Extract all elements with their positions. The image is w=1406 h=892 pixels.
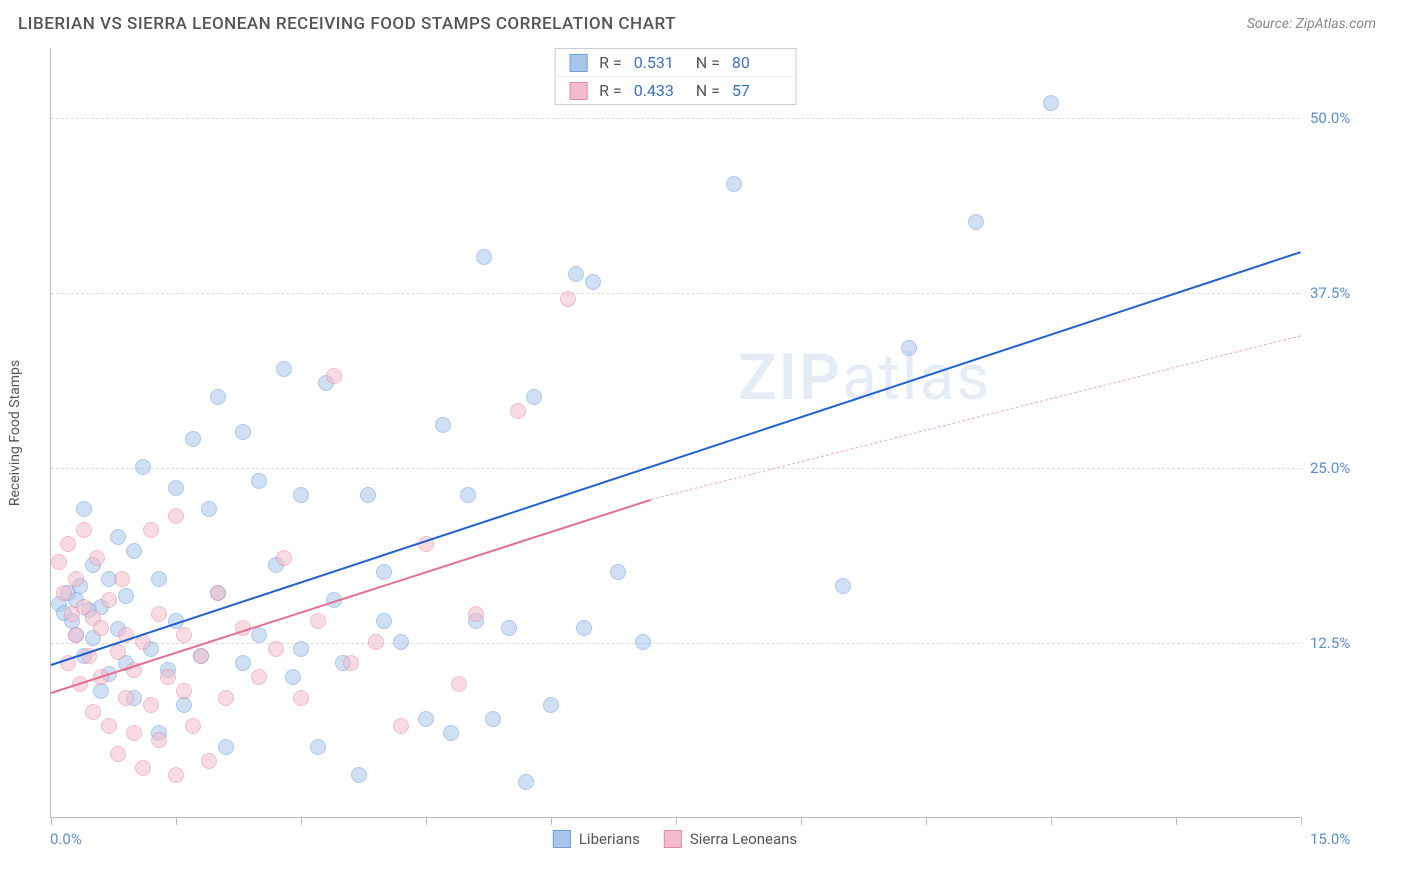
scatter-chart: ZIPatlas 12.5%25.0%37.5%50.0% R =0.531N … [50,48,1300,818]
y-tick-label: 25.0% [1310,459,1380,477]
x-tick [801,817,802,825]
n-label: N = [696,53,720,72]
legend-swatch [553,830,571,848]
r-label: R = [599,81,622,100]
trend-line [51,251,1302,666]
x-tick [51,817,52,825]
correlation-legend: R = 0.531 N = 80 R = 0.433 N = 57 [554,48,797,105]
legend-series-label: Sierra Leoneans [690,830,797,848]
n-label: N = [696,81,720,100]
x-tick [176,817,177,825]
legend-series-sierra_leoneans: Sierra Leoneans [664,830,797,848]
x-tick [926,817,927,825]
x-tick [426,817,427,825]
legend-series-label: Liberians [579,830,640,848]
legend-row-liberians: R = 0.531 N = 80 [555,49,796,76]
x-tick [301,817,302,825]
r-value: 0.433 [634,81,684,100]
plot-area: ZIPatlas 12.5%25.0%37.5%50.0% R =0.531N … [50,48,1300,818]
x-axis-min-label: 0.0% [50,830,82,848]
legend-series-liberians: Liberians [553,830,640,848]
n-value: 57 [732,81,782,100]
y-tick-label: 12.5% [1310,634,1380,652]
x-tick [1176,817,1177,825]
y-tick-label: 37.5% [1310,284,1380,302]
r-label: R = [599,53,622,72]
n-value: 80 [732,53,782,72]
y-axis-label: Receiving Food Stamps [7,360,23,506]
x-axis-max-label: 15.0% [1310,830,1380,848]
legend-swatch [569,82,587,100]
y-tick-label: 50.0% [1310,109,1380,127]
source-attribution: Source: ZipAtlas.com [1247,16,1376,32]
legend-swatch [569,54,587,72]
chart-title: LIBERIAN VS SIERRA LEONEAN RECEIVING FOO… [18,14,676,34]
x-tick [1051,817,1052,825]
r-value: 0.531 [634,53,684,72]
legend-swatch [664,830,682,848]
x-tick [1301,817,1302,825]
trend-line [51,499,652,694]
x-tick [676,817,677,825]
legend-row-sierra_leoneans: R = 0.433 N = 57 [555,76,796,104]
x-tick [551,817,552,825]
series-legend: Liberians Sierra Leoneans [553,830,797,848]
